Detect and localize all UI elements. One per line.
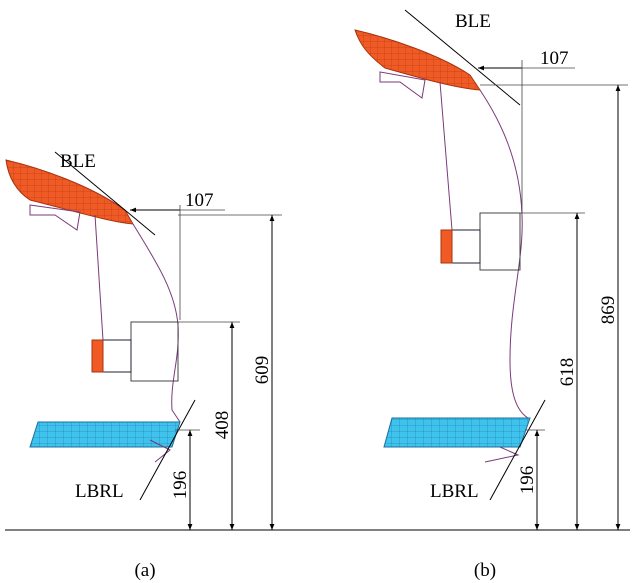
lbrl-label: LBRL — [430, 481, 479, 502]
diagram: BLE 107 609 408 196 LBRL (a) BLE 107 869… — [0, 0, 635, 583]
dim-label: 869 — [598, 296, 619, 325]
panel-b: BLE 107 869 618 196 LBRL (b) — [355, 10, 628, 581]
profile — [95, 215, 180, 422]
profile — [440, 82, 528, 418]
lamp — [92, 340, 103, 372]
panel-a: BLE 107 609 408 196 LBRL (a) — [6, 151, 282, 581]
dim-label: 196 — [517, 466, 538, 495]
dim-label: 196 — [170, 471, 191, 500]
lamp — [441, 230, 452, 263]
dim-label: 107 — [540, 48, 569, 69]
dim-label: 107 — [185, 190, 214, 211]
dim-label: 609 — [252, 356, 273, 385]
bonnet — [355, 30, 480, 90]
box — [103, 340, 131, 372]
caption: (b) — [474, 560, 496, 581]
bumper-lip — [485, 447, 518, 462]
box — [452, 230, 480, 263]
box — [131, 322, 178, 381]
ble-label: BLE — [60, 151, 96, 172]
bumper — [384, 418, 530, 447]
caption: (a) — [134, 560, 155, 581]
dim-label: 408 — [212, 411, 233, 440]
dim-label: 618 — [557, 358, 578, 387]
box — [480, 213, 520, 270]
lbrl-label: LBRL — [75, 481, 124, 502]
ble-label: BLE — [455, 11, 491, 32]
